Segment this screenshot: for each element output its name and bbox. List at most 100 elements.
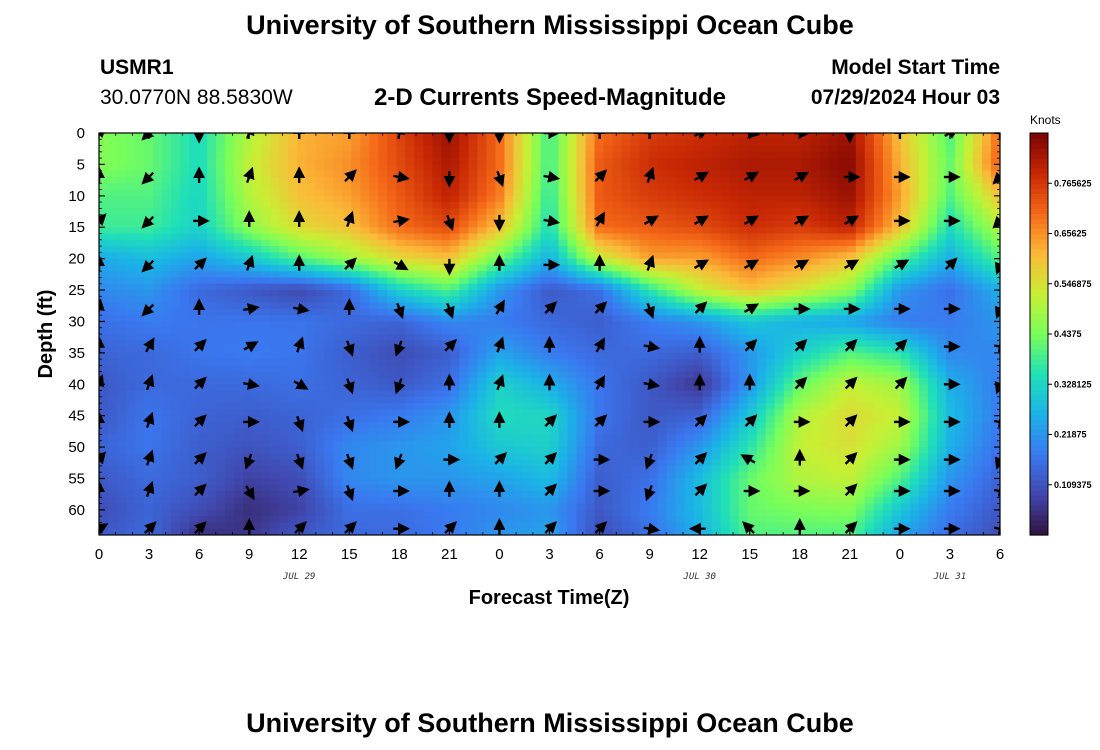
heatmap-cell bbox=[657, 283, 668, 291]
heatmap-cell bbox=[459, 334, 470, 341]
heatmap-cell bbox=[630, 472, 641, 480]
heatmap-cell bbox=[774, 283, 785, 291]
heatmap-cell bbox=[747, 239, 758, 247]
heatmap-cell bbox=[675, 365, 686, 373]
heatmap-cell bbox=[765, 246, 776, 253]
heatmap-cell bbox=[198, 509, 208, 517]
heatmap-cell bbox=[387, 239, 397, 247]
heatmap-cell bbox=[144, 151, 154, 159]
heatmap-cell bbox=[333, 403, 343, 410]
heatmap-cell bbox=[252, 459, 262, 467]
heatmap-cell bbox=[99, 170, 109, 178]
heatmap-cell bbox=[234, 158, 244, 166]
heatmap-cell bbox=[315, 403, 325, 410]
heatmap-cell bbox=[567, 202, 578, 209]
heatmap-cell bbox=[99, 227, 109, 235]
heatmap-cell bbox=[261, 208, 271, 216]
heatmap-cell bbox=[189, 308, 199, 316]
heatmap-cell bbox=[576, 195, 587, 203]
heatmap-cell bbox=[612, 403, 623, 410]
heatmap-cell bbox=[234, 296, 244, 304]
heatmap-cell bbox=[351, 334, 361, 341]
heatmap-cell bbox=[720, 491, 731, 498]
heatmap-cell bbox=[558, 290, 569, 297]
heatmap-cell bbox=[594, 233, 605, 241]
heatmap-cell bbox=[621, 459, 632, 467]
heatmap-cell bbox=[108, 151, 118, 159]
heatmap-cell bbox=[189, 170, 199, 178]
heatmap-cell bbox=[711, 283, 722, 291]
heatmap-cell bbox=[351, 352, 361, 360]
heatmap-cell bbox=[369, 151, 379, 159]
heatmap-cell bbox=[648, 145, 659, 153]
heatmap-cell bbox=[99, 164, 109, 172]
heatmap-cell bbox=[621, 516, 632, 524]
heatmap-cell bbox=[342, 164, 352, 172]
heatmap-cell bbox=[225, 440, 235, 448]
heatmap-cell bbox=[765, 459, 776, 467]
heatmap-cell bbox=[261, 478, 271, 486]
heatmap-cell bbox=[513, 447, 524, 454]
heatmap-cell bbox=[162, 195, 172, 203]
heatmap-cell bbox=[738, 290, 749, 297]
heatmap-cell bbox=[423, 220, 433, 228]
heatmap-cell bbox=[486, 308, 497, 316]
heatmap-cell bbox=[783, 195, 794, 203]
heatmap-cell bbox=[279, 415, 289, 423]
heatmap-cell bbox=[252, 453, 262, 461]
heatmap-cell bbox=[171, 497, 181, 505]
heatmap-cell bbox=[252, 151, 262, 159]
heatmap-cell bbox=[288, 283, 298, 291]
heatmap-cell bbox=[783, 497, 794, 505]
heatmap-cell bbox=[423, 509, 433, 517]
heatmap-cell bbox=[126, 227, 136, 235]
heatmap-cell bbox=[792, 503, 803, 511]
heatmap-cell bbox=[144, 497, 154, 505]
heatmap-cell bbox=[324, 246, 334, 253]
heatmap-cell bbox=[684, 296, 695, 304]
heatmap-cell bbox=[288, 365, 298, 373]
heatmap-cell bbox=[108, 472, 118, 480]
heatmap-cell bbox=[117, 396, 127, 404]
heatmap-cell bbox=[378, 296, 388, 304]
heatmap-cell bbox=[450, 403, 460, 410]
heatmap-cell bbox=[405, 528, 415, 535]
heatmap-cell bbox=[99, 246, 109, 253]
heatmap-cell bbox=[117, 522, 127, 530]
heatmap-cell bbox=[702, 465, 713, 473]
heatmap-cell bbox=[783, 396, 794, 404]
heatmap-cell bbox=[441, 227, 451, 235]
heatmap-cell bbox=[495, 239, 506, 247]
heatmap-cell bbox=[477, 283, 488, 291]
heatmap-cell bbox=[648, 428, 659, 436]
heatmap-cell bbox=[405, 252, 415, 260]
heatmap-cell bbox=[342, 195, 352, 203]
heatmap-cell bbox=[756, 340, 767, 348]
heatmap-cell bbox=[612, 428, 623, 436]
heatmap-cell bbox=[243, 516, 253, 524]
heatmap-cell bbox=[297, 516, 307, 524]
heatmap-cell bbox=[198, 145, 208, 153]
heatmap-cell bbox=[288, 340, 298, 348]
heatmap-cell bbox=[270, 252, 280, 260]
heatmap-cell bbox=[729, 440, 740, 448]
heatmap-cell bbox=[189, 415, 199, 423]
heatmap-cell bbox=[333, 214, 343, 222]
heatmap-cell bbox=[387, 296, 397, 304]
heatmap-cell bbox=[261, 403, 271, 410]
heatmap-cell bbox=[666, 377, 677, 385]
heatmap-cell bbox=[171, 233, 181, 241]
heatmap-cell bbox=[477, 246, 488, 253]
heatmap-cell bbox=[522, 264, 533, 272]
heatmap-cell bbox=[594, 246, 605, 253]
heatmap-cell bbox=[684, 478, 695, 486]
heatmap-cell bbox=[513, 377, 524, 385]
heatmap-cell bbox=[414, 459, 424, 467]
heatmap-cell bbox=[468, 403, 479, 410]
heatmap-cell bbox=[756, 415, 767, 423]
heatmap-cell bbox=[432, 459, 442, 467]
heatmap-cell bbox=[549, 308, 560, 316]
heatmap-cell bbox=[261, 158, 271, 166]
heatmap-cell bbox=[513, 478, 524, 486]
heatmap-cell bbox=[252, 158, 262, 166]
